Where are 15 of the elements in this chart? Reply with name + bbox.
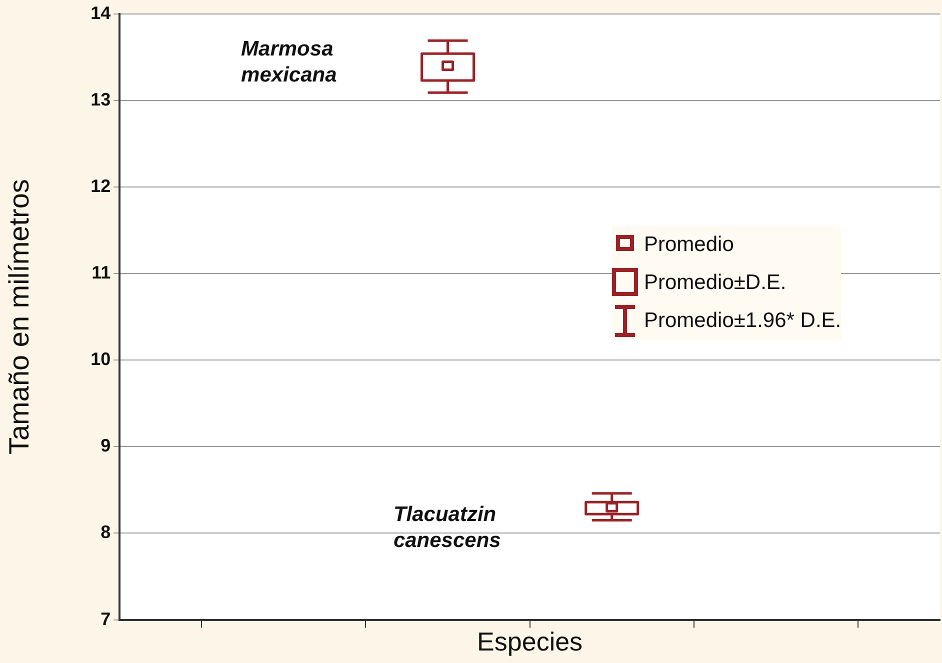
annotation: Promedio — [644, 233, 734, 257]
annotation: Promedio±1.96* D.E. — [644, 309, 842, 333]
annotation: Marmosa mexicana — [241, 38, 338, 87]
y-tick-label: 9 — [100, 436, 111, 456]
y-tick-label: 10 — [90, 349, 111, 370]
y-tick-label: 11 — [92, 262, 111, 282]
y-tick-label: 8 — [100, 522, 111, 542]
y-tick-label: 13 — [90, 89, 111, 110]
y-tick-label: 7 — [100, 608, 111, 629]
annotation: Tlacuatzin canescens — [393, 503, 501, 552]
annotation: Promedio±D.E. — [644, 271, 786, 295]
y-axis-title: Tamaño en milímetros — [4, 179, 35, 455]
x-axis-title: Especies — [477, 626, 583, 657]
y-tick-label: 14 — [90, 2, 111, 23]
y-tick-label: 12 — [90, 176, 111, 196]
